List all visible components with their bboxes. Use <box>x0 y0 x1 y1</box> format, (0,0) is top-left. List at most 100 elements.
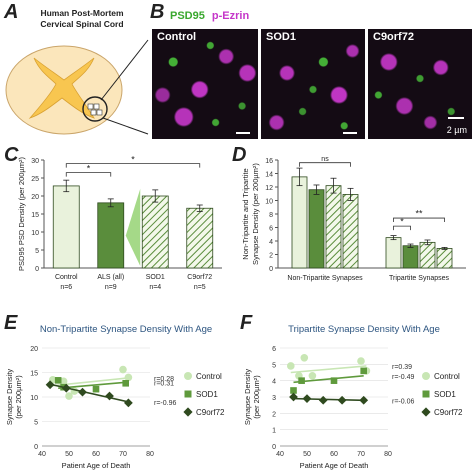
sample-square <box>90 109 97 116</box>
x-axis-label: Patient Age of Death <box>300 461 369 470</box>
point-c9orf72 <box>105 391 114 401</box>
point-sod1 <box>92 385 100 393</box>
point-sod1 <box>290 387 297 394</box>
scale-bar <box>343 132 357 134</box>
micrograph-label-c9orf72: C9orf72 <box>373 31 414 43</box>
n-label: n=9 <box>105 284 117 291</box>
significance-label: ns <box>321 156 329 163</box>
chart-e: Non-Tripartite Synapse Density With Age 0… <box>5 324 225 470</box>
n-label: n=4 <box>149 284 161 291</box>
n-label: n=5 <box>194 284 206 291</box>
y-axis-label-line1: Synapse Density <box>5 369 14 426</box>
point-c9orf72 <box>124 398 133 408</box>
panel-a-title-line2: Cervical Spinal Cord <box>40 19 124 29</box>
micrograph-c9orf72: C9orf72 2 µm <box>368 29 472 139</box>
trendline-c9orf72 <box>49 383 129 403</box>
gray-matter-butterfly <box>28 57 95 119</box>
point-control <box>287 362 295 370</box>
r-label-c9orf72: r=-0.06 <box>392 398 414 405</box>
bar <box>325 185 342 269</box>
panel-a-title-line1: Human Post-Mortem <box>40 8 124 18</box>
bar-als-all- <box>97 202 125 269</box>
bar <box>402 245 419 269</box>
y-axis-label-line1: Synapse Density <box>243 369 252 426</box>
legend-marker-control <box>184 372 192 380</box>
x-tick-label: 70 <box>357 451 365 458</box>
als-subtype-funnel <box>125 188 141 266</box>
category-label: Control <box>55 274 78 281</box>
y-tick-label: 25 <box>31 176 39 183</box>
y-tick-label: 10 <box>31 230 39 237</box>
y-tick-label: 1 <box>272 428 276 435</box>
sample-square <box>96 109 103 116</box>
x-tick-label: 70 <box>119 451 127 458</box>
legend-marker-control <box>422 372 430 380</box>
point-sod1 <box>330 377 338 384</box>
x-tick-label: 80 <box>146 451 154 458</box>
panel-label-b: B <box>150 1 165 23</box>
bar <box>419 241 436 269</box>
point-control <box>65 392 73 400</box>
legend-marker-c9orf72 <box>183 407 193 417</box>
y-tick-label: 20 <box>30 346 38 353</box>
sample-square <box>87 103 94 110</box>
y-tick-label: 2 <box>269 253 273 260</box>
chart-c: 0 5 10 15 20 25 30 PSD95 PSD Density (per 200µm… <box>17 155 222 291</box>
p-ezrin-label: p-Ezrin <box>211 10 250 22</box>
y-tick-label: 5 <box>35 248 39 255</box>
y-tick-label: 5 <box>272 362 276 369</box>
significance-label: * <box>131 155 135 165</box>
y-tick-label: 2 <box>272 411 276 418</box>
bar-control <box>52 185 80 269</box>
significance-bracket <box>393 217 445 223</box>
micrograph-sod1: SOD1 <box>261 29 365 139</box>
panel-b-header: PSD95 p-Ezrin <box>170 10 249 22</box>
bar <box>436 248 453 269</box>
x-tick-label: 60 <box>92 451 100 458</box>
bar <box>385 237 402 269</box>
point-control <box>300 354 309 362</box>
x-tick-label: 40 <box>276 451 284 458</box>
legend-label-sod1: SOD1 <box>434 390 456 399</box>
y-tick-label: 8 <box>269 212 273 219</box>
bar <box>291 176 308 269</box>
trendline-control <box>290 365 367 374</box>
zoom-circle <box>82 96 108 122</box>
y-tick-label: 30 <box>31 158 39 165</box>
point-c9orf72 <box>289 392 298 402</box>
r-label-sod1: r=-0.49 <box>392 374 414 381</box>
point-sod1 <box>298 377 305 384</box>
chart-f: Tripartite Synapse Density With Age 0 1 2 3 4… <box>243 324 463 470</box>
x-tick-label: 40 <box>38 451 46 458</box>
group-label: Tripartite Synapses <box>389 275 450 282</box>
legend-marker-c9orf72 <box>421 407 431 417</box>
point-control <box>59 377 68 386</box>
point-control <box>308 371 317 380</box>
significance-label: * <box>400 217 404 227</box>
y-tick-label: 3 <box>272 395 276 402</box>
chart-d: 0 2 4 6 8 10 12 14 16 Non-Tripartite and Triparti… <box>241 156 466 282</box>
r-label-control: r=0.39 <box>392 364 412 371</box>
category-label: SOD1 <box>146 274 165 281</box>
y-tick-label: 0 <box>34 444 38 451</box>
y-tick-label: 0 <box>35 266 39 273</box>
point-control <box>124 373 133 382</box>
y-tick-label: 14 <box>265 172 273 179</box>
legend-label-control: Control <box>434 372 460 381</box>
legend-label-control: Control <box>196 372 222 381</box>
y-tick-label: 0 <box>269 266 273 273</box>
legend-label-c9orf72: C9orf72 <box>434 408 463 417</box>
point-c9orf72 <box>302 394 312 404</box>
y-tick-label: 6 <box>272 346 276 353</box>
chart-title: Tripartite Synapse Density With Age <box>288 324 440 335</box>
y-tick-label: 0 <box>272 444 276 451</box>
scale-bar-label: 2 µm <box>446 125 467 135</box>
y-tick-label: 15 <box>30 371 38 378</box>
significance-bracket <box>299 162 351 167</box>
point-sod1 <box>54 377 62 384</box>
significance-label: * <box>87 164 91 174</box>
y-axis-label-line2: (per 200µm²) <box>252 375 261 419</box>
r-label-c9orf72: r=-0.96 <box>154 400 176 407</box>
panel-a-title: Human Post-Mortem Cervical Spinal Cord <box>16 8 148 30</box>
trendline-sod1 <box>293 374 364 384</box>
